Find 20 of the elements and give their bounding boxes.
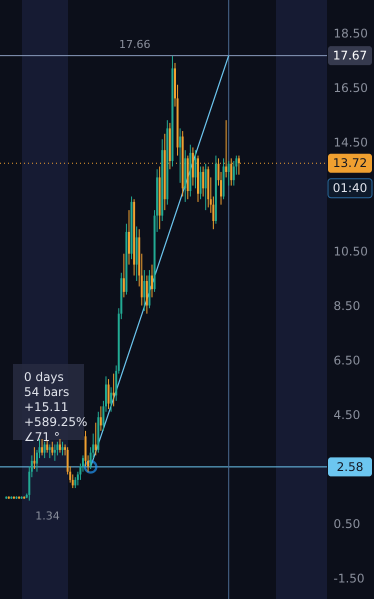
y-tick-label: 8.50 [334, 298, 360, 313]
annotation: 54 bars [24, 385, 70, 399]
ref-line-label: 17.67 [332, 48, 368, 63]
annotation: 1.34 [35, 510, 60, 523]
annotation: 0 days [24, 370, 64, 384]
annotation: ∠71 ° [24, 430, 60, 444]
ref-line-label: 13.72 [332, 156, 368, 170]
y-tick-label: -1.50 [334, 572, 365, 586]
y-tick-label: 18.50 [334, 26, 368, 40]
y-tick-label: 6.50 [334, 354, 360, 368]
y-tick-label: 4.50 [334, 408, 360, 422]
annotation: 17.66 [118, 38, 150, 51]
y-tick-label: 0.50 [334, 517, 360, 532]
y-tick-label: 16.50 [334, 80, 368, 95]
text: 01:40 [332, 181, 368, 196]
y-tick-label: 14.50 [334, 135, 368, 150]
y-tick-label: 10.50 [334, 244, 368, 258]
ref-line-label: 2.58 [336, 460, 364, 474]
annotation: +589.25% [24, 415, 88, 429]
annotation: +15.11 [24, 400, 68, 414]
